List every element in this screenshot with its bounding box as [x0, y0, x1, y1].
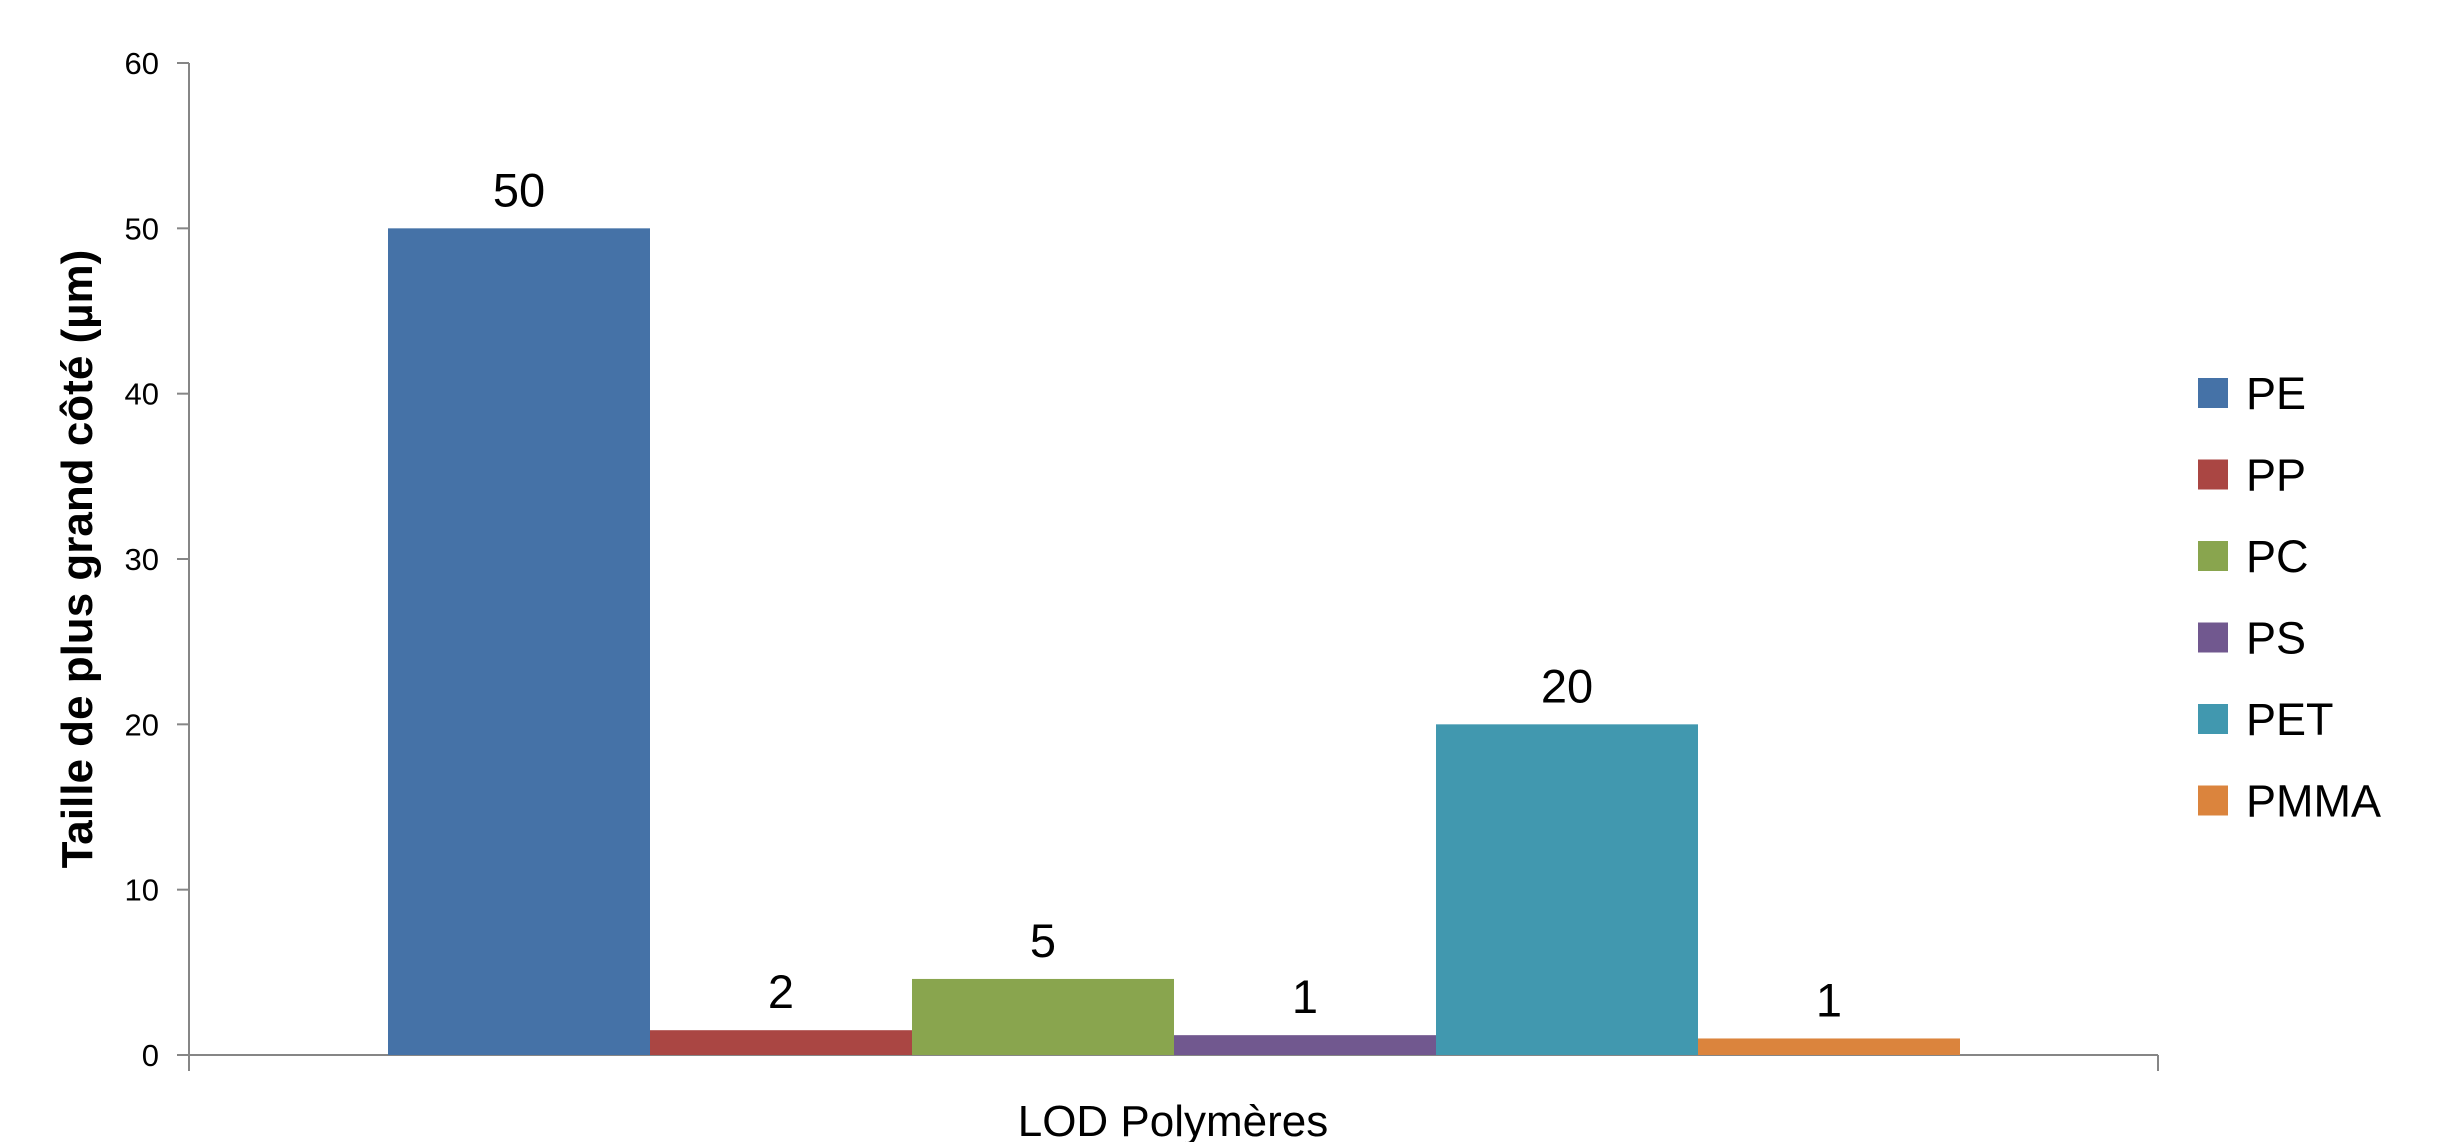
legend-label: PC: [2246, 531, 2309, 582]
data-label-pe: 50: [493, 163, 545, 216]
legend-item-pmma: PMMA: [2198, 776, 2381, 827]
x-axis: [188, 1054, 2159, 1071]
legend-swatch: [2198, 541, 2228, 571]
bar-pmma: [1698, 1038, 1960, 1055]
legend-item-pet: PET: [2198, 694, 2334, 745]
bar-pc: [912, 978, 1174, 1055]
legend-label: PS: [2246, 613, 2306, 664]
bar-ps: [1174, 1035, 1436, 1055]
y-axis: 0 10 20 30 40 50 60: [125, 46, 190, 1073]
y-tick-label: 30: [125, 542, 159, 577]
legend-label: PP: [2246, 450, 2306, 501]
y-tick-label: 0: [142, 1038, 159, 1073]
legend-swatch: [2198, 622, 2228, 653]
data-label-pmma: 1: [1816, 973, 1842, 1026]
legend-label: PMMA: [2246, 776, 2381, 827]
legend-swatch: [2198, 704, 2228, 734]
legend-item-pc: PC: [2198, 531, 2309, 582]
bar-pe: [388, 228, 650, 1056]
legend-swatch: [2198, 378, 2228, 408]
bar-pp: [650, 1030, 912, 1055]
legend-swatch: [2198, 785, 2228, 816]
data-label-pp: 2: [768, 965, 794, 1018]
y-tick-label: 50: [125, 211, 159, 246]
y-tick-label: 20: [125, 707, 159, 742]
legend-item-pp: PP: [2198, 450, 2306, 501]
y-axis-title: Taille de plus grand côté (µm): [53, 250, 102, 869]
legend: PE PP PC PS PET PMMA: [2198, 368, 2381, 827]
y-tick-label: 60: [125, 46, 159, 81]
data-label-ps: 1: [1292, 970, 1318, 1023]
y-tick-label: 40: [125, 377, 159, 412]
bars: [388, 228, 1960, 1056]
legend-label: PE: [2246, 368, 2306, 419]
legend-item-ps: PS: [2198, 613, 2306, 664]
data-label-pet: 20: [1541, 659, 1593, 712]
y-tick-label: 10: [125, 873, 159, 908]
bar-pet: [1436, 724, 1698, 1055]
legend-item-pe: PE: [2198, 368, 2306, 419]
data-label-pc: 5: [1030, 914, 1056, 967]
data-labels: 50 2 5 1 20 1: [493, 163, 1842, 1026]
x-axis-title: LOD Polymères: [1018, 1097, 1329, 1142]
legend-swatch: [2198, 459, 2228, 490]
legend-label: PET: [2246, 694, 2334, 745]
